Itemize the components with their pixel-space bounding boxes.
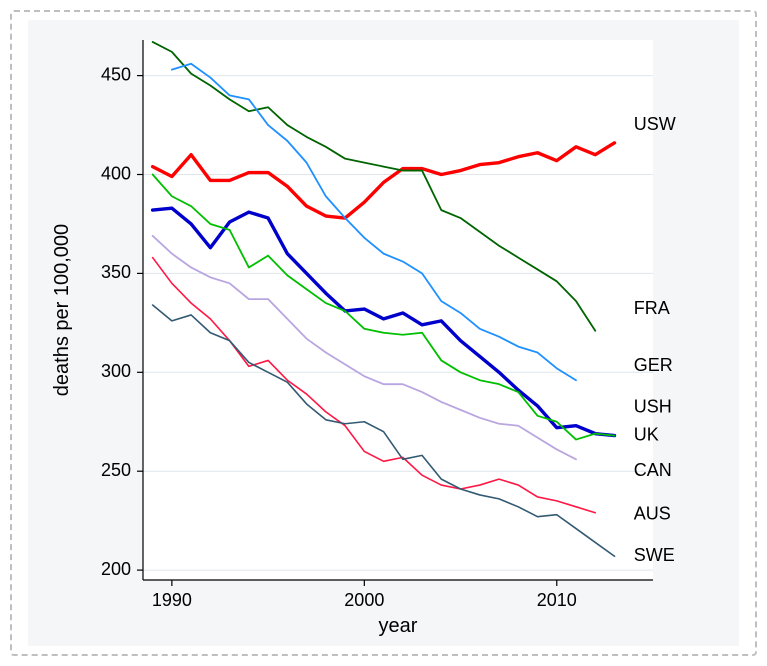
x-tick-label: 2010 (537, 590, 577, 610)
series-label-ush: USH (634, 397, 672, 417)
y-tick-label: 450 (101, 64, 131, 84)
y-tick-label: 400 (101, 163, 131, 183)
series-label-usw: USW (634, 114, 676, 134)
series-label-ger: GER (634, 355, 673, 375)
y-axis-title: deaths per 100,000 (51, 224, 73, 396)
x-tick-label: 1990 (152, 590, 192, 610)
series-label-swe: SWE (634, 545, 675, 565)
y-tick-label: 200 (101, 559, 131, 579)
series-label-fra: FRA (634, 298, 670, 318)
plot-area (143, 40, 653, 580)
series-label-aus: AUS (634, 503, 671, 523)
y-tick-label: 300 (101, 361, 131, 381)
series-label-can: CAN (634, 460, 672, 480)
x-axis-title: year (379, 615, 418, 637)
x-tick-label: 2000 (344, 590, 384, 610)
y-tick-label: 250 (101, 460, 131, 480)
line-chart-svg: 200 250 300 350 400 450 1990 2000 2010 year deaths… (28, 20, 739, 646)
chart-panel: 200 250 300 350 400 450 1990 2000 2010 year deaths… (28, 20, 739, 646)
y-tick-label: 350 (101, 262, 131, 282)
figure-container: 200 250 300 350 400 450 1990 2000 2010 year deaths… (0, 0, 767, 666)
series-label-uk: UK (634, 424, 659, 444)
